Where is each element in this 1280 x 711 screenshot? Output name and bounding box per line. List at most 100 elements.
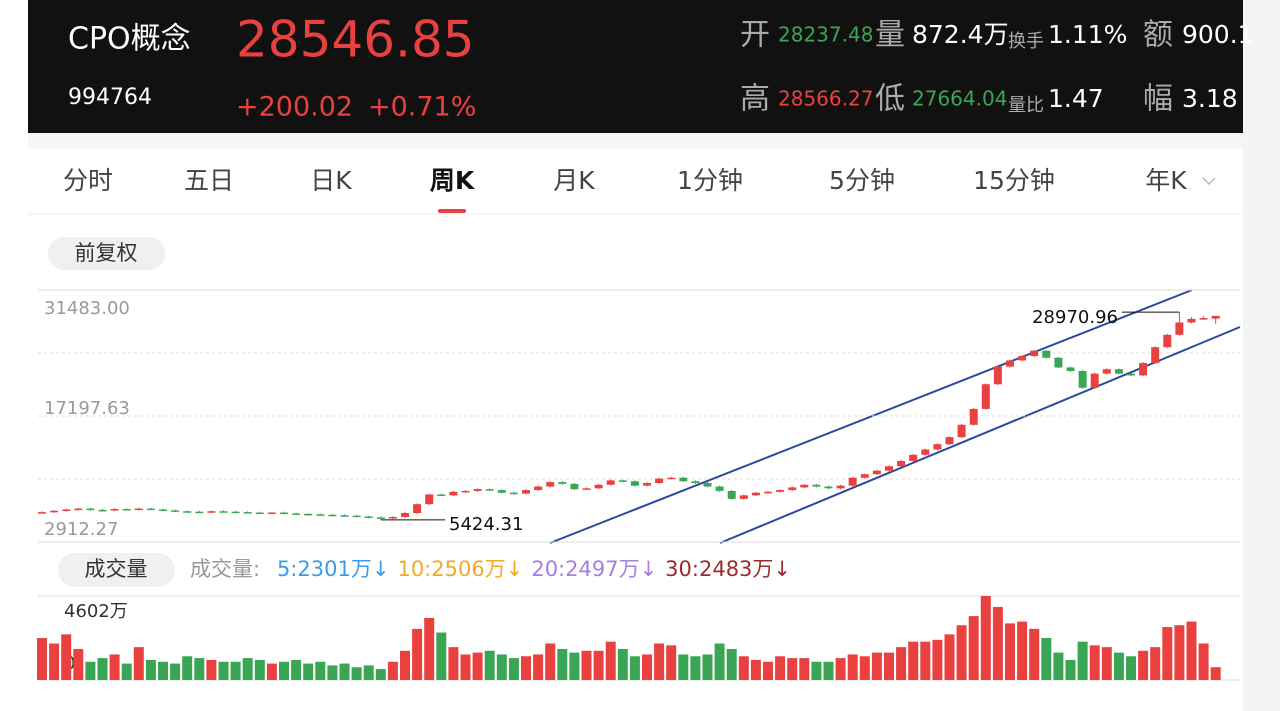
tab[interactable]: 分时 <box>63 166 113 195</box>
volume-bar <box>799 658 810 680</box>
volume-bar <box>145 659 156 680</box>
volume-title[interactable]: 成交量 <box>85 557 148 581</box>
volume-bar <box>1065 659 1076 680</box>
candle-body <box>1102 369 1111 374</box>
candle-body <box>1211 315 1220 319</box>
stat-value: 28237.48 <box>778 23 873 47</box>
quote-header <box>28 0 1243 133</box>
stock-name: CPO概念 <box>68 22 191 57</box>
candle-body <box>872 470 881 475</box>
candle-body <box>86 508 95 511</box>
adjust-pill[interactable] <box>48 237 165 270</box>
candle-body <box>909 454 918 461</box>
volume-bar <box>375 669 386 680</box>
candle-body <box>62 509 71 511</box>
volume-bar <box>218 661 229 680</box>
candle-body <box>38 512 46 514</box>
min-label: 5424.31 <box>449 514 523 535</box>
candle-body <box>1018 356 1027 361</box>
channel-line <box>549 289 1193 544</box>
tab[interactable]: 月K <box>553 166 595 195</box>
candle-body <box>1066 367 1075 371</box>
candle-body <box>267 512 276 515</box>
tab[interactable]: 周K <box>430 166 476 195</box>
tab[interactable]: 日K <box>310 166 352 195</box>
volume-bar <box>1210 667 1221 680</box>
candle-body <box>146 508 155 511</box>
volume-bar <box>1174 625 1185 680</box>
volume-bar <box>1017 621 1028 680</box>
volume-bar <box>170 663 181 680</box>
y-tick-label: 31483.00 <box>44 298 130 319</box>
candle-body <box>848 477 857 486</box>
tab[interactable]: 1分钟 <box>677 166 743 195</box>
side-strip <box>1243 0 1280 711</box>
volume-bar <box>896 647 907 680</box>
candle-body <box>522 490 530 494</box>
volume-bar <box>835 658 846 680</box>
candle-body <box>388 516 397 519</box>
volume-bar <box>533 654 544 680</box>
volume-bar <box>980 596 991 680</box>
volume-bar <box>1113 652 1124 680</box>
candle-body <box>437 494 446 496</box>
candle-body <box>231 511 240 514</box>
stat-label: 换手 <box>1008 31 1044 52</box>
volume-bar <box>508 658 519 680</box>
stat-value: 1.47 <box>1048 84 1104 113</box>
volume-bar <box>617 648 628 680</box>
candle-body <box>473 489 482 491</box>
candle-body <box>969 408 978 425</box>
volume-bar <box>448 647 459 680</box>
volume-bar <box>472 652 483 680</box>
tab[interactable]: 15分钟 <box>973 166 1055 195</box>
volume-legend-title: 成交量: <box>190 557 260 581</box>
volume-ma-legend: 30:2483万↓ <box>665 557 791 581</box>
volume-bar <box>254 659 265 680</box>
candle-body <box>739 495 748 499</box>
tab[interactable]: 五日 <box>184 166 234 195</box>
volume-bar <box>908 641 919 680</box>
candle-body <box>292 513 301 515</box>
stat-value: 28566.27 <box>778 87 873 111</box>
tab-indicator <box>438 209 466 213</box>
volume-bar <box>1089 645 1100 680</box>
volume-bar <box>109 654 120 680</box>
volume-ma-legend: 10:2506万↓ <box>397 557 523 581</box>
volume-bar <box>61 634 72 680</box>
volume-bar <box>412 628 423 680</box>
volume-bar <box>436 632 447 680</box>
candle-body <box>945 437 954 445</box>
candle-body <box>376 517 385 519</box>
volume-bar <box>484 650 495 680</box>
tab[interactable]: 5分钟 <box>829 166 895 195</box>
change: +200.02 <box>236 92 353 123</box>
candle-body <box>304 513 313 516</box>
volume-bar <box>992 606 1003 680</box>
candle-body <box>1175 322 1184 335</box>
candle-body <box>897 460 906 467</box>
change-pct: +0.71% <box>368 92 476 123</box>
volume-bar <box>363 665 374 680</box>
candle-body <box>691 481 700 484</box>
dropdown-chevron[interactable] <box>1202 177 1216 186</box>
candle-body <box>1090 373 1099 388</box>
candle-body <box>340 515 349 517</box>
adjust-label[interactable]: 前复权 <box>75 241 138 265</box>
candle-body <box>328 514 337 517</box>
candle-body <box>413 504 422 514</box>
volume-bar <box>859 656 870 680</box>
volume-bar <box>1077 641 1088 680</box>
candle-body <box>1030 350 1039 357</box>
stock-code: 994764 <box>68 85 152 110</box>
candle-body <box>110 509 119 511</box>
candle-body <box>50 510 59 513</box>
tab[interactable]: 年K <box>1145 166 1187 195</box>
volume-pill[interactable] <box>58 553 175 587</box>
stat-label: 额 <box>1143 18 1173 53</box>
volume-bar <box>85 661 96 680</box>
volume-bar <box>387 661 398 680</box>
volume-bar <box>121 663 132 680</box>
volume-bar <box>230 661 241 680</box>
